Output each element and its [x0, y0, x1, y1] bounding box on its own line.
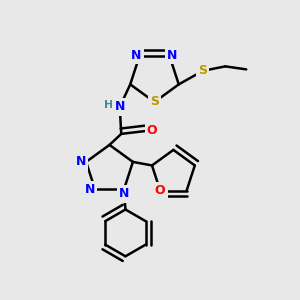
Text: N: N	[131, 50, 142, 62]
Text: O: O	[155, 184, 166, 197]
Text: N: N	[119, 188, 129, 200]
Text: N: N	[115, 100, 125, 113]
Text: H: H	[104, 100, 113, 110]
Text: N: N	[85, 183, 95, 196]
Text: N: N	[167, 50, 178, 62]
Text: S: S	[198, 64, 207, 77]
Text: O: O	[147, 124, 158, 137]
Text: S: S	[150, 95, 159, 109]
Text: N: N	[76, 155, 86, 168]
